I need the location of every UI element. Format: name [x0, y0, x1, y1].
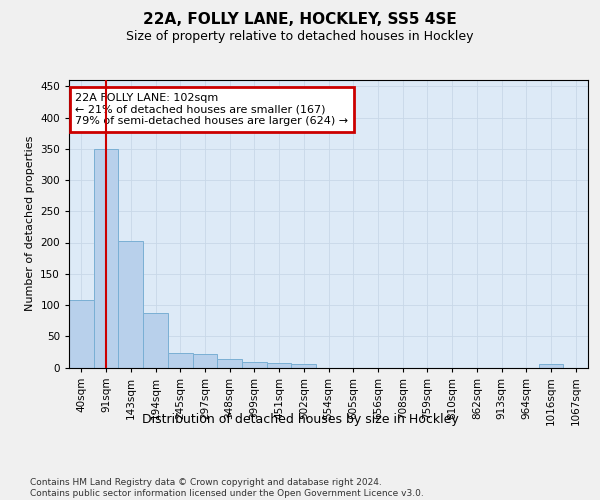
Text: 22A, FOLLY LANE, HOCKLEY, SS5 4SE: 22A, FOLLY LANE, HOCKLEY, SS5 4SE: [143, 12, 457, 28]
Bar: [242, 362, 267, 368]
Text: Contains HM Land Registry data © Crown copyright and database right 2024.
Contai: Contains HM Land Registry data © Crown c…: [30, 478, 424, 498]
Bar: [94, 150, 118, 368]
Bar: [168, 352, 193, 368]
Bar: [539, 364, 563, 368]
Bar: [217, 359, 242, 368]
Text: 22A FOLLY LANE: 102sqm
← 21% of detached houses are smaller (167)
79% of semi-de: 22A FOLLY LANE: 102sqm ← 21% of detached…: [75, 93, 349, 126]
Bar: [193, 354, 217, 368]
Bar: [69, 300, 94, 368]
Bar: [118, 240, 143, 368]
Y-axis label: Number of detached properties: Number of detached properties: [25, 136, 35, 312]
Text: Size of property relative to detached houses in Hockley: Size of property relative to detached ho…: [126, 30, 474, 43]
Bar: [292, 364, 316, 368]
Text: Distribution of detached houses by size in Hockley: Distribution of detached houses by size …: [142, 412, 458, 426]
Bar: [143, 312, 168, 368]
Bar: [267, 363, 292, 368]
